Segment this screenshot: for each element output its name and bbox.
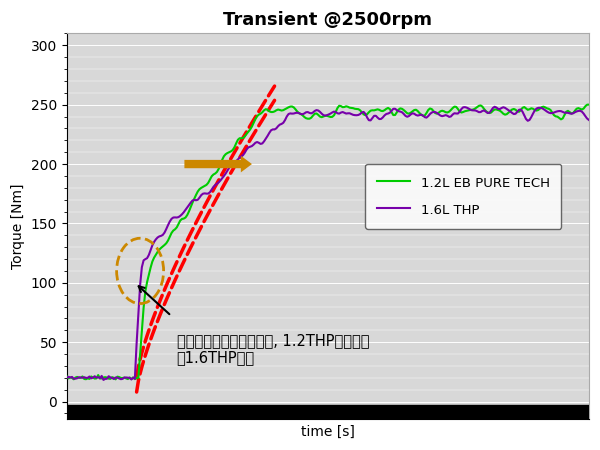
1.2L EB PURE TECH	[376, 107, 383, 112]
1.6L THP	[507, 109, 514, 114]
Line: 1.2L EB PURE TECH: 1.2L EB PURE TECH	[67, 105, 589, 379]
1.2L EB PURE TECH	[385, 105, 392, 111]
1.6L THP	[100, 377, 107, 382]
X-axis label: time [s]: time [s]	[301, 425, 355, 439]
1.2L EB PURE TECH	[374, 107, 381, 112]
Text: 借助涡轮增压和进气优化, 1.2THP动力响应
比1.6THP还快: 借助涡轮增压和进气优化, 1.2THP动力响应 比1.6THP还快	[176, 333, 369, 365]
1.2L EB PURE TECH	[538, 104, 545, 110]
1.6L THP	[385, 111, 392, 116]
Bar	[67, 405, 589, 419]
Legend: 1.2L EB PURE TECH, 1.6L THP: 1.2L EB PURE TECH, 1.6L THP	[365, 163, 562, 229]
1.6L THP	[374, 115, 381, 120]
1.6L THP	[491, 104, 498, 109]
1.2L EB PURE TECH	[65, 376, 72, 381]
1.6L THP	[540, 106, 547, 112]
1.6L THP	[63, 375, 70, 381]
Title: Transient @2500rpm: Transient @2500rpm	[223, 11, 433, 29]
1.6L THP	[376, 117, 383, 122]
1.2L EB PURE TECH	[63, 374, 70, 379]
1.2L EB PURE TECH	[112, 377, 119, 382]
1.6L THP	[65, 374, 72, 379]
Y-axis label: Torque [Nm]: Torque [Nm]	[11, 184, 25, 269]
1.2L EB PURE TECH	[505, 110, 512, 115]
1.2L EB PURE TECH	[585, 102, 592, 108]
1.6L THP	[585, 117, 592, 123]
Line: 1.6L THP: 1.6L THP	[67, 107, 589, 380]
